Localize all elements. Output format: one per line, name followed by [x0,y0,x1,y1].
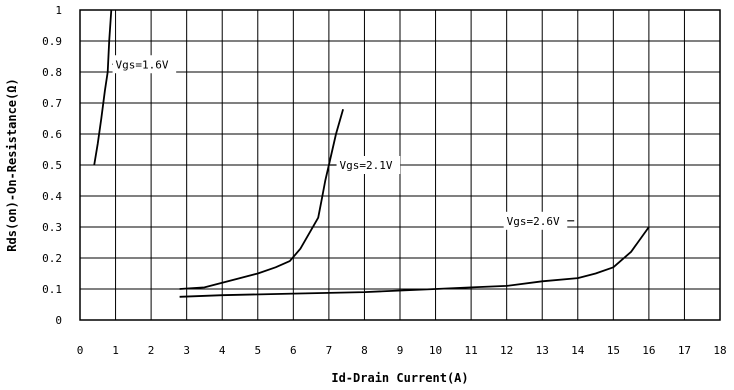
y-tick-label: 0.3 [42,221,62,234]
annotation-background [503,211,568,230]
y-tick-label: 0.5 [42,159,62,172]
x-tick-label: 13 [536,344,549,357]
grid [80,10,720,320]
y-tick-label: 1 [55,4,62,17]
y-tick-labels: 0 0.1 0.2 0.3 0.4 0.5 0.6 0.7 0.8 0.9 1 [42,4,62,327]
annotation-label: Vgs=2.1V [340,159,393,172]
series-line-3 [179,226,650,298]
x-axis-title: Id-Drain Current(A) [331,371,468,385]
x-tick-label: 17 [678,344,691,357]
x-tick-label: 14 [571,344,585,357]
y-tick-label: 0.2 [42,252,62,265]
x-tick-label: 12 [500,344,513,357]
x-tick-label: 7 [326,344,333,357]
series-line-1 [93,9,113,166]
x-tick-label: 0 [77,344,84,357]
series-lines [93,9,650,298]
x-tick-label: 16 [642,344,655,357]
annotations: Vgs=1.6V Vgs=2.1V Vgs=2.6V [112,55,575,230]
annotation-background [112,55,177,74]
y-tick-label: 0.9 [42,35,62,48]
y-tick-label: 0.7 [42,97,62,110]
y-tick-label: 0.1 [42,283,62,296]
x-tick-label: 18 [713,344,726,357]
x-tick-label: 6 [290,344,297,357]
y-axis-title: Rds(on)-On-Resistance(Ω) [5,78,19,251]
x-tick-label: 4 [219,344,226,357]
y-tick-label: 0 [55,314,62,327]
x-tick-label: 9 [397,344,404,357]
x-tick-label: 3 [183,344,190,357]
x-tick-label: 10 [429,344,442,357]
y-tick-label: 0.4 [42,190,62,203]
annotation-label: Vgs=2.6V [507,215,560,228]
y-tick-label: 0.6 [42,128,62,141]
x-tick-label: 8 [361,344,368,357]
x-tick-label: 2 [148,344,155,357]
series-line-2 [179,108,344,290]
x-tick-label: 1 [112,344,119,357]
x-tick-labels: 0 1 2 3 4 5 6 7 8 9 10 11 12 13 14 15 16 17 18 [77,344,727,357]
x-tick-label: 15 [607,344,620,357]
x-tick-label: 5 [254,344,261,357]
y-tick-label: 0.8 [42,66,62,79]
annotation-background [336,156,401,174]
annotation-label: Vgs=1.6V [116,58,169,71]
x-tick-label: 11 [464,344,477,357]
